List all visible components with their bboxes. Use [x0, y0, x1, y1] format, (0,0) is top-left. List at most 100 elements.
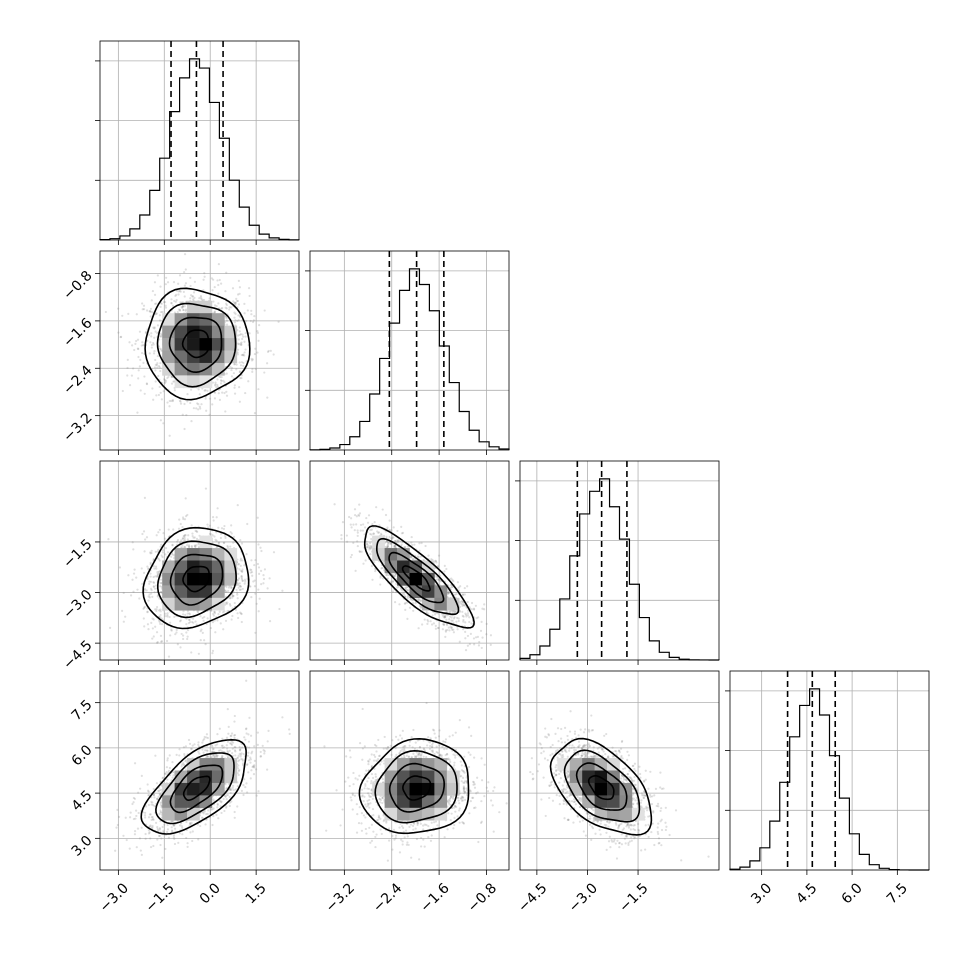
scatter-point: [159, 370, 161, 372]
density-cell: [200, 375, 213, 388]
scatter-point: [240, 364, 242, 366]
scatter-point: [464, 587, 466, 589]
scatter-point: [170, 376, 172, 378]
scatter-point: [177, 293, 179, 295]
scatter-point: [478, 644, 480, 646]
scatter-point: [263, 371, 265, 373]
density-cell: [175, 375, 188, 388]
scatter-point: [243, 753, 245, 755]
scatter-point: [368, 514, 370, 516]
scatter-point: [169, 622, 171, 624]
scatter-point: [143, 625, 145, 627]
scatter-point: [262, 574, 264, 576]
scatter-point: [374, 521, 376, 523]
scatter-point: [400, 526, 402, 528]
scatter-point: [236, 300, 238, 302]
scatter-point: [237, 314, 239, 316]
scatter-point: [273, 551, 275, 553]
scatter-point: [480, 630, 482, 632]
scatter-point: [155, 551, 157, 553]
scatter-point: [155, 394, 157, 396]
scatter-point: [135, 576, 137, 578]
scatter-point: [153, 585, 155, 587]
scatter-point: [462, 628, 464, 630]
scatter-point: [459, 641, 461, 643]
scatter-point: [159, 319, 161, 321]
scatter-point: [234, 319, 236, 321]
density-cell: [372, 548, 385, 561]
scatter-point: [161, 398, 163, 400]
scatter-point: [220, 622, 222, 624]
scatter-point: [157, 355, 159, 357]
scatter-point: [350, 524, 352, 526]
scatter-point: [413, 544, 415, 546]
scatter-point: [288, 728, 290, 730]
scatter-point: [188, 622, 190, 624]
scatter-point: [356, 540, 358, 542]
scatter-point: [342, 521, 344, 523]
scatter-point: [368, 547, 370, 549]
scatter-point: [171, 383, 173, 385]
scatter-point: [421, 542, 423, 544]
scatter-point: [194, 281, 196, 283]
scatter-point: [379, 576, 381, 578]
scatter-point: [151, 550, 153, 552]
panel-frame: [730, 671, 929, 870]
scatter-point: [175, 301, 177, 303]
histogram-panel-3: [725, 671, 929, 870]
scatter-point: [185, 497, 187, 499]
scatter-point: [159, 559, 161, 561]
scatter-point: [241, 338, 243, 340]
scatter-panel-1-0: [95, 251, 299, 454]
scatter-point: [157, 595, 159, 597]
scatter-point: [225, 391, 227, 393]
scatter-point: [239, 330, 241, 332]
scatter-point: [473, 643, 475, 645]
scatter-point: [149, 310, 151, 312]
scatter-point: [207, 617, 209, 619]
scatter-point: [258, 324, 260, 326]
scatter-point: [215, 386, 217, 388]
scatter-point: [150, 335, 152, 337]
scatter-point: [172, 305, 174, 307]
scatter-point: [144, 393, 146, 395]
scatter-point: [430, 620, 432, 622]
scatter-point: [154, 626, 156, 628]
scatter-point: [362, 563, 364, 565]
scatter-point: [250, 320, 252, 322]
scatter-point: [151, 589, 153, 591]
scatter-point: [200, 403, 202, 405]
scatter-point: [434, 613, 436, 615]
scatter-point: [158, 365, 160, 367]
scatter-point: [364, 526, 366, 528]
scatter-point: [467, 601, 469, 603]
scatter-point: [257, 388, 259, 390]
scatter-point: [199, 615, 201, 617]
scatter-point: [248, 287, 250, 289]
density-cell: [162, 573, 175, 586]
scatter-point: [451, 586, 453, 588]
scatter-point: [424, 618, 426, 620]
scatter-point: [464, 631, 466, 633]
scatter-point: [185, 631, 187, 633]
scatter-point: [155, 380, 157, 382]
scatter-point: [481, 637, 483, 639]
scatter-point: [165, 380, 167, 382]
scatter-point: [234, 393, 236, 395]
scatter-point: [458, 617, 460, 619]
scatter-point: [217, 527, 219, 529]
scatter-point: [169, 435, 171, 437]
density-cell: [175, 338, 188, 351]
scatter-point: [185, 414, 187, 416]
scatter-point: [253, 315, 255, 317]
scatter-point: [154, 303, 156, 305]
scatter-point: [227, 741, 229, 743]
density-cell: [187, 573, 200, 586]
scatter-point: [412, 558, 414, 560]
scatter-point: [451, 617, 453, 619]
scatter-point: [165, 283, 167, 285]
scatter-point: [224, 410, 226, 412]
scatter-point: [154, 326, 156, 328]
scatter-point: [248, 295, 250, 297]
